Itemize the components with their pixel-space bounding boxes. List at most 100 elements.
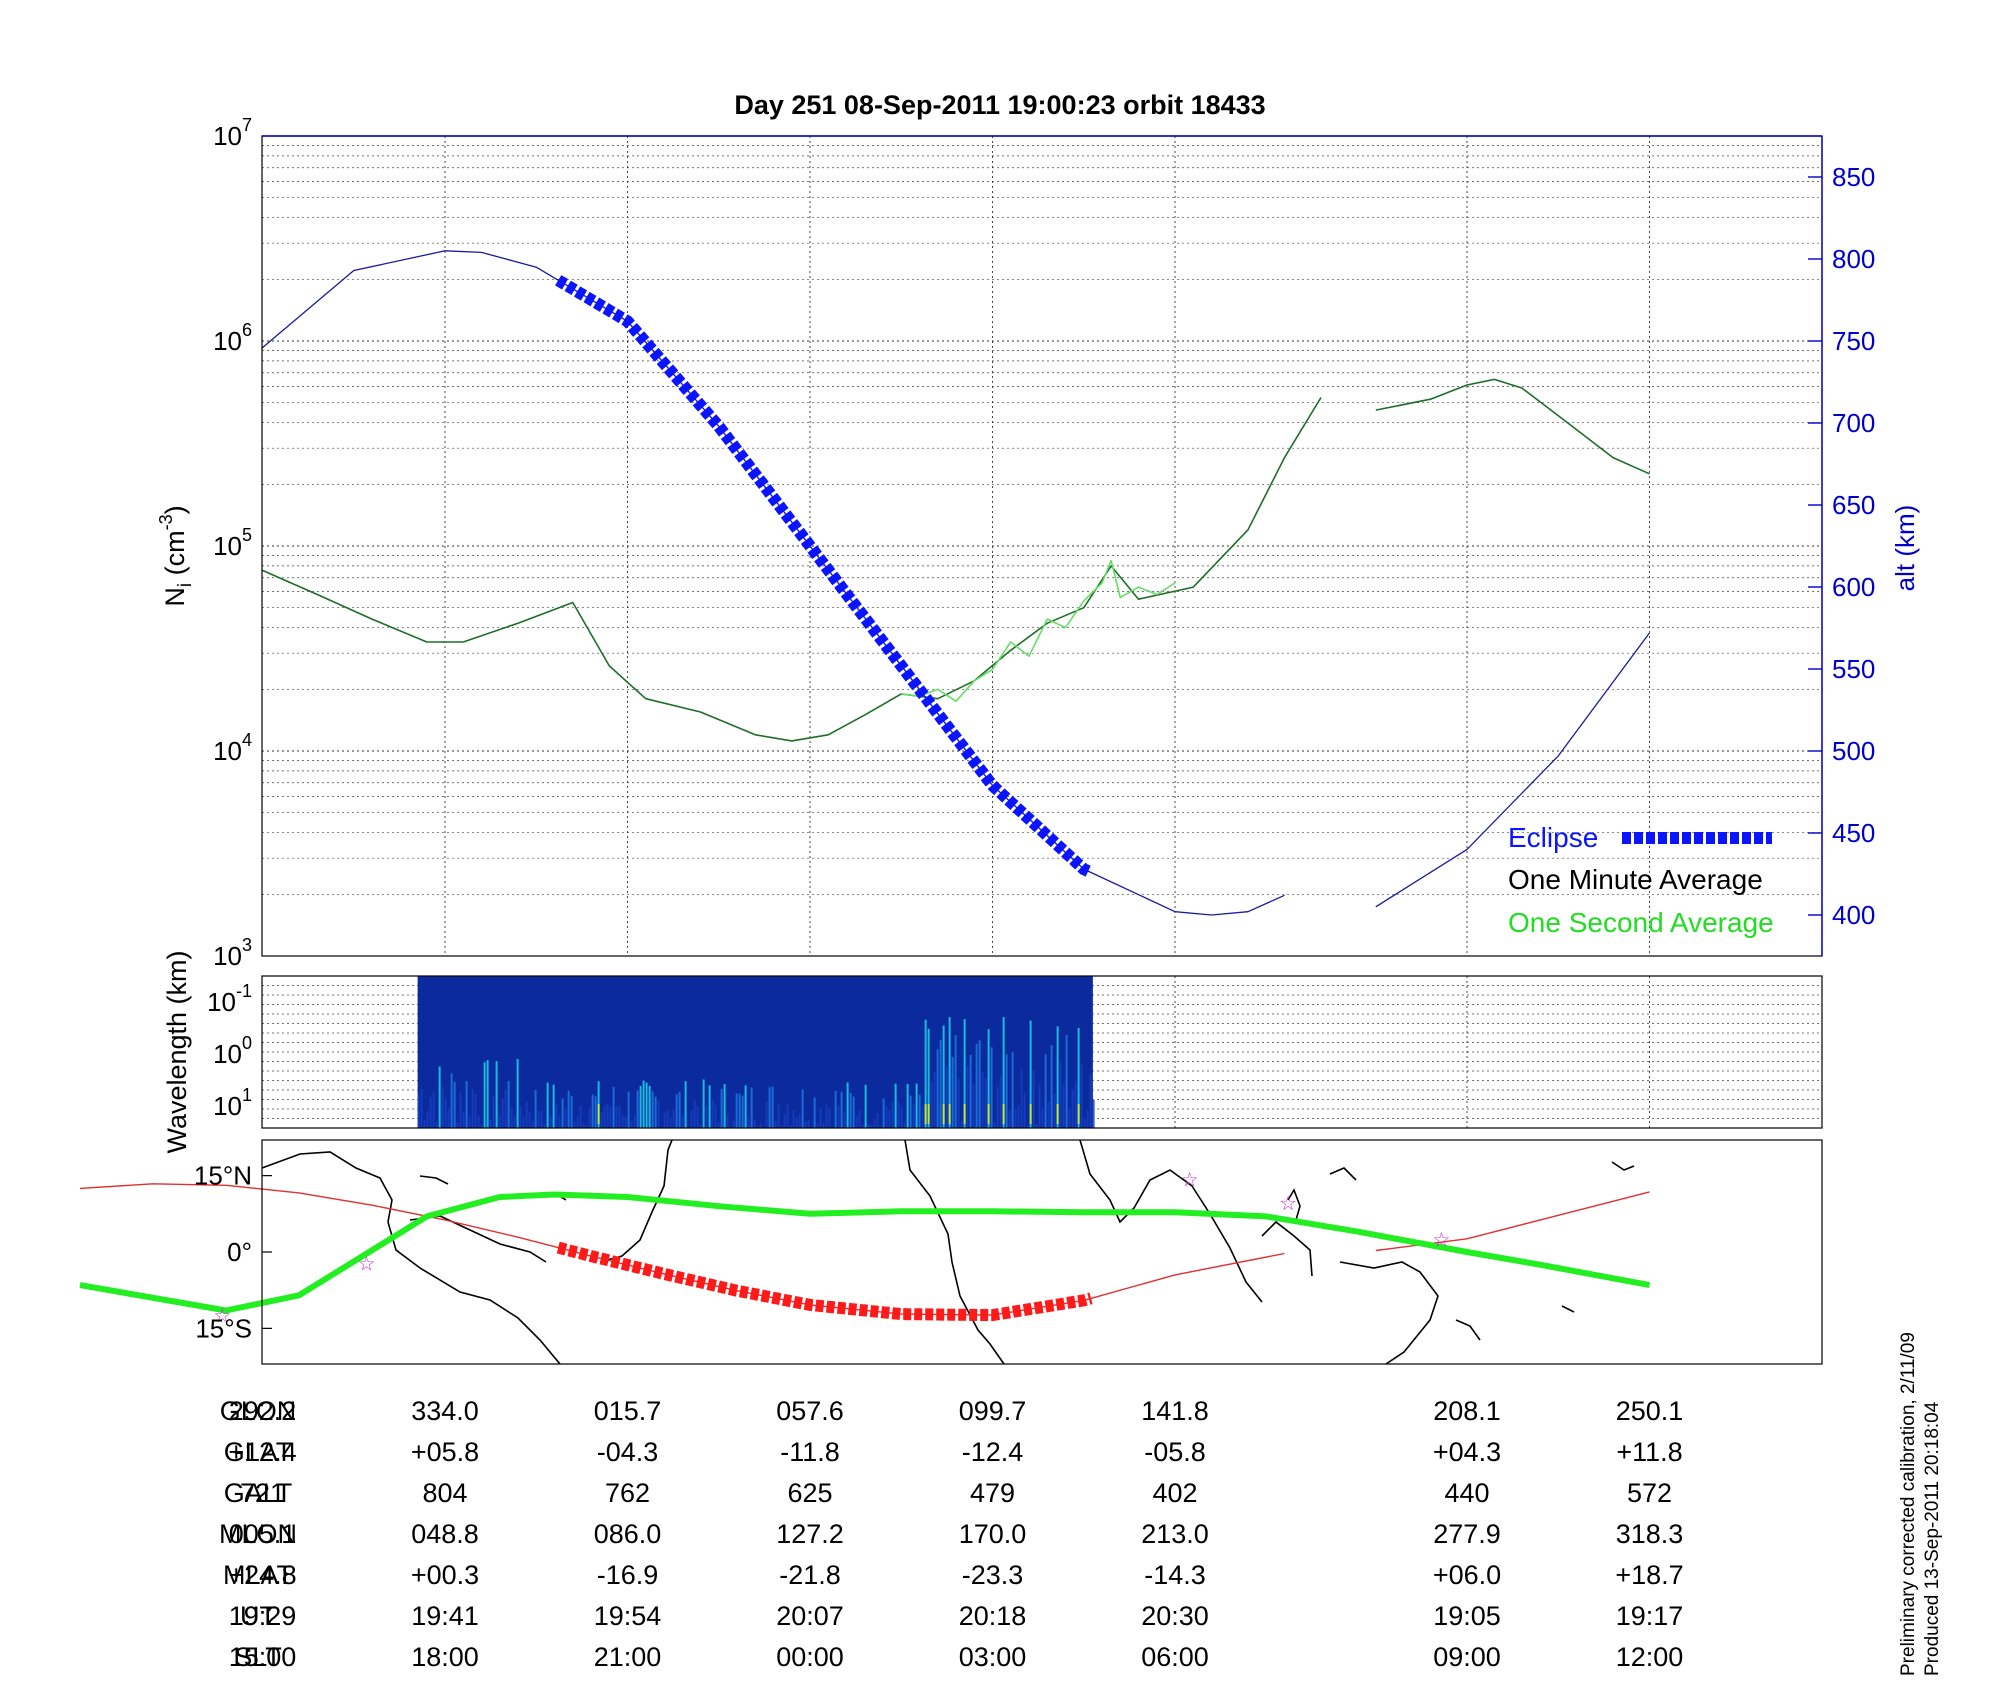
coastline-path: [1079, 1139, 1263, 1303]
spectrogram-streak: [633, 1114, 636, 1128]
left-axis-title: Ni (cm-3): [156, 505, 196, 606]
spectrogram-streak: [651, 1091, 654, 1128]
orbit-table-cell: 572: [1627, 1478, 1672, 1508]
spectrogram-streak: [720, 1089, 723, 1128]
density-panel: 103 104 105 106 107 400 450 500 550 600 650 700 750…: [156, 115, 1920, 971]
spectrogram-streak: [432, 1092, 435, 1128]
orbit-table-cell: 170.0: [959, 1519, 1027, 1549]
footnote: Preliminary corrected calibration, 2/11/…: [1898, 1332, 1943, 1676]
coastline-path: [1261, 1220, 1313, 1277]
spectrogram-streak: [606, 1103, 609, 1128]
alt-tick-label: 450: [1832, 818, 1875, 848]
map-coastlines: [261, 1139, 1635, 1365]
spectrogram-streak: [834, 1090, 837, 1128]
spectrogram-streak: [741, 1095, 744, 1128]
spectrogram-streak: [627, 1091, 630, 1128]
spectrogram-streak: [588, 1107, 591, 1128]
spectrogram-streak: [513, 1116, 516, 1128]
spectrogram-streak: [546, 1082, 549, 1128]
spectrogram-streak: [654, 1096, 657, 1128]
altitude-line: [262, 250, 1285, 916]
alt-tick-label: 750: [1832, 326, 1875, 356]
spectrogram-streak: [975, 1043, 978, 1128]
spectrogram-streak: [864, 1084, 867, 1128]
spectrogram-streak: [966, 1065, 969, 1128]
spectrogram-streak: [438, 1066, 441, 1128]
spectrogram-streak: [1059, 1060, 1062, 1128]
spectrogram-streak: [444, 1099, 447, 1128]
spectrogram-streak: [738, 1093, 741, 1128]
spectrogram-streak: [978, 1040, 981, 1128]
spectrogram-streak: [933, 1072, 936, 1128]
spectrogram-streak: [657, 1100, 660, 1128]
spectrogram-streak: [792, 1110, 795, 1128]
spectrogram-y-tick-label: 101: [213, 1085, 252, 1121]
orbit-table-cell: 21:00: [594, 1642, 662, 1672]
spectrogram-streak: [1068, 1108, 1071, 1128]
spectrogram-streak: [927, 1028, 930, 1128]
spectrogram-hotspot: [1077, 1104, 1080, 1124]
spectrogram-streak: [777, 1103, 780, 1128]
spectrogram-streak: [1011, 1052, 1014, 1128]
orbit-table-cell: +24.8: [228, 1560, 296, 1590]
spectrogram-streak: [630, 1121, 633, 1128]
spectrogram-streak: [771, 1086, 774, 1128]
spectrogram-streak: [693, 1099, 696, 1128]
spectrogram-hotspot: [942, 1104, 945, 1124]
spectrogram-streak: [702, 1079, 705, 1128]
orbit-table-cell: 20:07: [776, 1601, 844, 1631]
spectrogram-streak: [915, 1083, 918, 1128]
spectrogram-streak: [537, 1110, 540, 1128]
spectrogram-streak: [1017, 1105, 1020, 1128]
spectrogram-streak: [1038, 1084, 1041, 1128]
spectrogram-streak: [522, 1116, 525, 1128]
spectrogram-streak: [645, 1082, 648, 1128]
spectrogram-hotspot: [924, 1104, 927, 1124]
orbit-table-cell: 03:00: [959, 1642, 1027, 1672]
map-y-tick-label: 15°S: [195, 1313, 252, 1343]
spectrogram-y-tick-label: 100: [213, 1033, 252, 1069]
spectrogram-streak: [450, 1073, 453, 1128]
spectrogram-streak: [1029, 1020, 1032, 1128]
spectrogram-streak: [891, 1101, 894, 1128]
orbit-row-label: GLAT: [224, 1437, 293, 1467]
spectrogram-streak: [1080, 1064, 1083, 1128]
magnetic-equator-line: [79, 1191, 1651, 1314]
orbit-table-cell: 208.1: [1433, 1396, 1501, 1426]
spectrogram-streak: [1050, 1045, 1053, 1128]
orbit-table-cell: 005.1: [229, 1519, 297, 1549]
spectrogram-streak: [714, 1105, 717, 1128]
spectrogram-streak: [732, 1120, 735, 1128]
spectrogram-streak: [828, 1107, 831, 1128]
spectrogram-streak: [561, 1098, 564, 1128]
spectrogram-streak: [507, 1080, 510, 1128]
alt-tick-label: 600: [1832, 572, 1875, 602]
map-eclipse-segment: [556, 1241, 1093, 1322]
spectrogram-streak: [1065, 1035, 1068, 1128]
spectrogram-streak: [954, 1035, 957, 1128]
spectrogram-streak: [930, 1081, 933, 1128]
coastline-path: [261, 1151, 393, 1223]
spectrogram-streak: [735, 1093, 738, 1128]
spectrogram-image: [417, 976, 1095, 1128]
spectrogram-streak: [726, 1115, 729, 1128]
spectrogram-streak: [1083, 1118, 1086, 1128]
spectrogram-streak: [882, 1098, 885, 1128]
spectrogram-streak: [429, 1096, 432, 1128]
orbit-row-label: MLAT: [223, 1560, 293, 1590]
spectrogram-streak: [489, 1119, 492, 1128]
spectrogram-streak: [486, 1060, 489, 1128]
spectrogram-streak: [801, 1089, 804, 1128]
spectrogram-streak: [858, 1110, 861, 1128]
spectrogram-streak: [936, 1049, 939, 1128]
coastline-path: [904, 1139, 1005, 1365]
spectrogram-y-tick-label: 10-1: [207, 981, 252, 1017]
density-y-tick-label: 105: [213, 525, 252, 561]
spectrogram-streak: [918, 1094, 921, 1128]
spectrogram-streak: [600, 1112, 603, 1128]
spectrogram-streak: [420, 1088, 423, 1128]
spectrogram-streak: [900, 1107, 903, 1128]
spectrogram-streak: [969, 1054, 972, 1128]
footnote-line-1: Preliminary corrected calibration, 2/11/…: [1898, 1332, 1919, 1676]
orbit-table-cell: +12.4: [228, 1437, 296, 1467]
